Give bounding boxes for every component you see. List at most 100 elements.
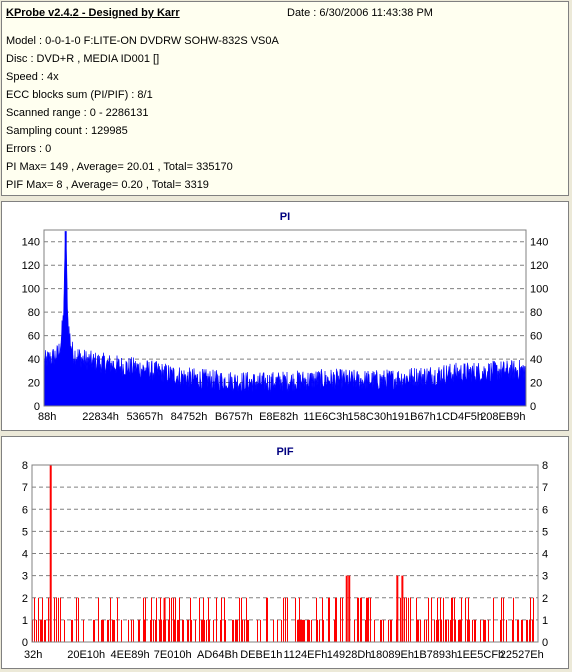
pi-title: PI — [280, 211, 290, 223]
pif-bar — [361, 597, 362, 642]
pif-ytick-left: 0 — [22, 637, 28, 649]
pif-bar — [367, 597, 368, 642]
pi-ytick-right: 80 — [530, 307, 542, 319]
pif-bar — [44, 619, 45, 642]
pi-xtick: 11E6C3h — [303, 411, 348, 423]
pif-ytick-right: 3 — [542, 571, 548, 583]
pif-spike — [49, 465, 52, 642]
pif-bar — [174, 619, 175, 642]
pif-bar — [298, 619, 299, 642]
pi-ytick-right: 20 — [530, 378, 542, 390]
pif-bar — [390, 619, 391, 642]
pif-bar — [179, 597, 180, 642]
pif-xtick: 14928Dh — [327, 649, 372, 661]
pif-bar — [406, 597, 407, 642]
pif-ytick-left: 2 — [22, 593, 28, 605]
scan-date: Date : 6/30/2006 11:43:38 PM — [287, 7, 433, 19]
pi-ytick-left: 100 — [22, 284, 40, 296]
pif-bar — [128, 619, 129, 642]
model-line: Model : 0-0-1-0 F:LITE-ON DVDRW SOHW-832… — [6, 35, 279, 47]
pif-bar — [526, 619, 527, 642]
pif-bar — [247, 619, 248, 642]
pif-bar — [323, 619, 324, 642]
pif-bar — [374, 619, 375, 642]
pif-bar — [358, 597, 359, 642]
pif-xtick: 1124EFh — [283, 649, 327, 661]
pif-bar — [381, 619, 382, 642]
pi-ytick-left: 140 — [22, 237, 40, 249]
pif-ytick-right: 2 — [542, 593, 548, 605]
pif-bar — [201, 619, 202, 642]
pif-bar — [302, 619, 303, 642]
pif-plot-border — [31, 464, 539, 643]
errors-line: Errors : 0 — [6, 143, 52, 155]
pif-spike — [401, 575, 404, 642]
pif-bar — [451, 597, 452, 642]
pif-bar — [110, 597, 111, 642]
pif-bar — [235, 619, 236, 642]
pif-bar — [460, 619, 461, 642]
pif-bar — [221, 597, 222, 642]
pif-bar — [233, 619, 234, 642]
pif-bar — [208, 597, 209, 642]
pif-bar — [224, 597, 225, 642]
pif-bar — [342, 597, 343, 642]
pif-bar — [501, 597, 502, 642]
pif-bar — [220, 619, 221, 642]
pif-bar — [267, 597, 268, 642]
pif-bar — [529, 619, 530, 642]
pif-bar — [241, 597, 242, 642]
pif-ytick-left: 1 — [22, 615, 28, 627]
pif-bar — [458, 619, 459, 642]
pi-ytick-right: 100 — [530, 284, 548, 296]
pif-xtick: 7E010h — [154, 649, 192, 661]
info-panel: KProbe v2.4.2 - Designed by Karr Date : … — [1, 1, 569, 196]
pif-bar — [34, 597, 35, 642]
pif-bar — [64, 619, 65, 642]
pif-bar — [225, 619, 226, 642]
pif-bar — [112, 619, 113, 642]
pif-bar — [93, 619, 94, 642]
pif-bar — [438, 619, 439, 642]
pif-bar — [94, 619, 95, 642]
range-line: Scanned range : 0 - 2286131 — [6, 107, 149, 119]
pif-bar — [159, 619, 160, 642]
pif-chart: PIF 0 0 1 1 2 2 3 3 4 4 5 5 6 6 7 7 8 8 32h 20E10h 4EE89h 7E01… — [22, 446, 548, 661]
pif-bar — [354, 619, 355, 642]
pif-bar — [530, 597, 531, 642]
pif-bar — [521, 619, 522, 642]
pif-bar — [467, 619, 468, 642]
pif-bar — [153, 619, 154, 642]
pi-plot-border — [43, 229, 527, 407]
pif-bar — [190, 597, 191, 642]
pif-bar — [426, 619, 427, 642]
disc-line: Disc : DVD+R , MEDIA ID001 [] — [6, 53, 160, 65]
pif-bar — [131, 619, 132, 642]
pi-xtick: 84752h — [171, 411, 208, 423]
pif-bar — [244, 619, 245, 642]
pi-xtick: 22834h — [82, 411, 119, 423]
pif-bar — [199, 597, 200, 642]
pif-bar — [428, 597, 429, 642]
pi-ytick-right: 0 — [530, 401, 536, 413]
pif-bar — [445, 619, 446, 642]
pif-bar — [522, 619, 523, 642]
pif-bar — [404, 597, 405, 642]
pif-bar — [297, 619, 298, 642]
pif-bar — [171, 597, 172, 642]
pi-series-area — [43, 237, 527, 407]
pi-xtick: 1CD4F5h — [436, 411, 483, 423]
pif-ytick-left: 7 — [22, 482, 28, 494]
pif-bar — [408, 597, 409, 642]
pif-bar — [183, 619, 184, 642]
pif-bar — [416, 597, 417, 642]
pi-chart: PI 0 0 20 20 40 40 60 60 80 80 100 100 120 120 140 140 88… — [22, 211, 549, 423]
pif-bar — [493, 597, 494, 642]
pif-ytick-right: 1 — [542, 615, 548, 627]
pif-bar — [308, 619, 309, 642]
pif-bar — [60, 597, 61, 642]
pif-ytick-left: 3 — [22, 571, 28, 583]
pif-ytick-right: 0 — [542, 637, 548, 649]
pif-bar — [452, 597, 453, 642]
pif-spike — [345, 575, 348, 642]
